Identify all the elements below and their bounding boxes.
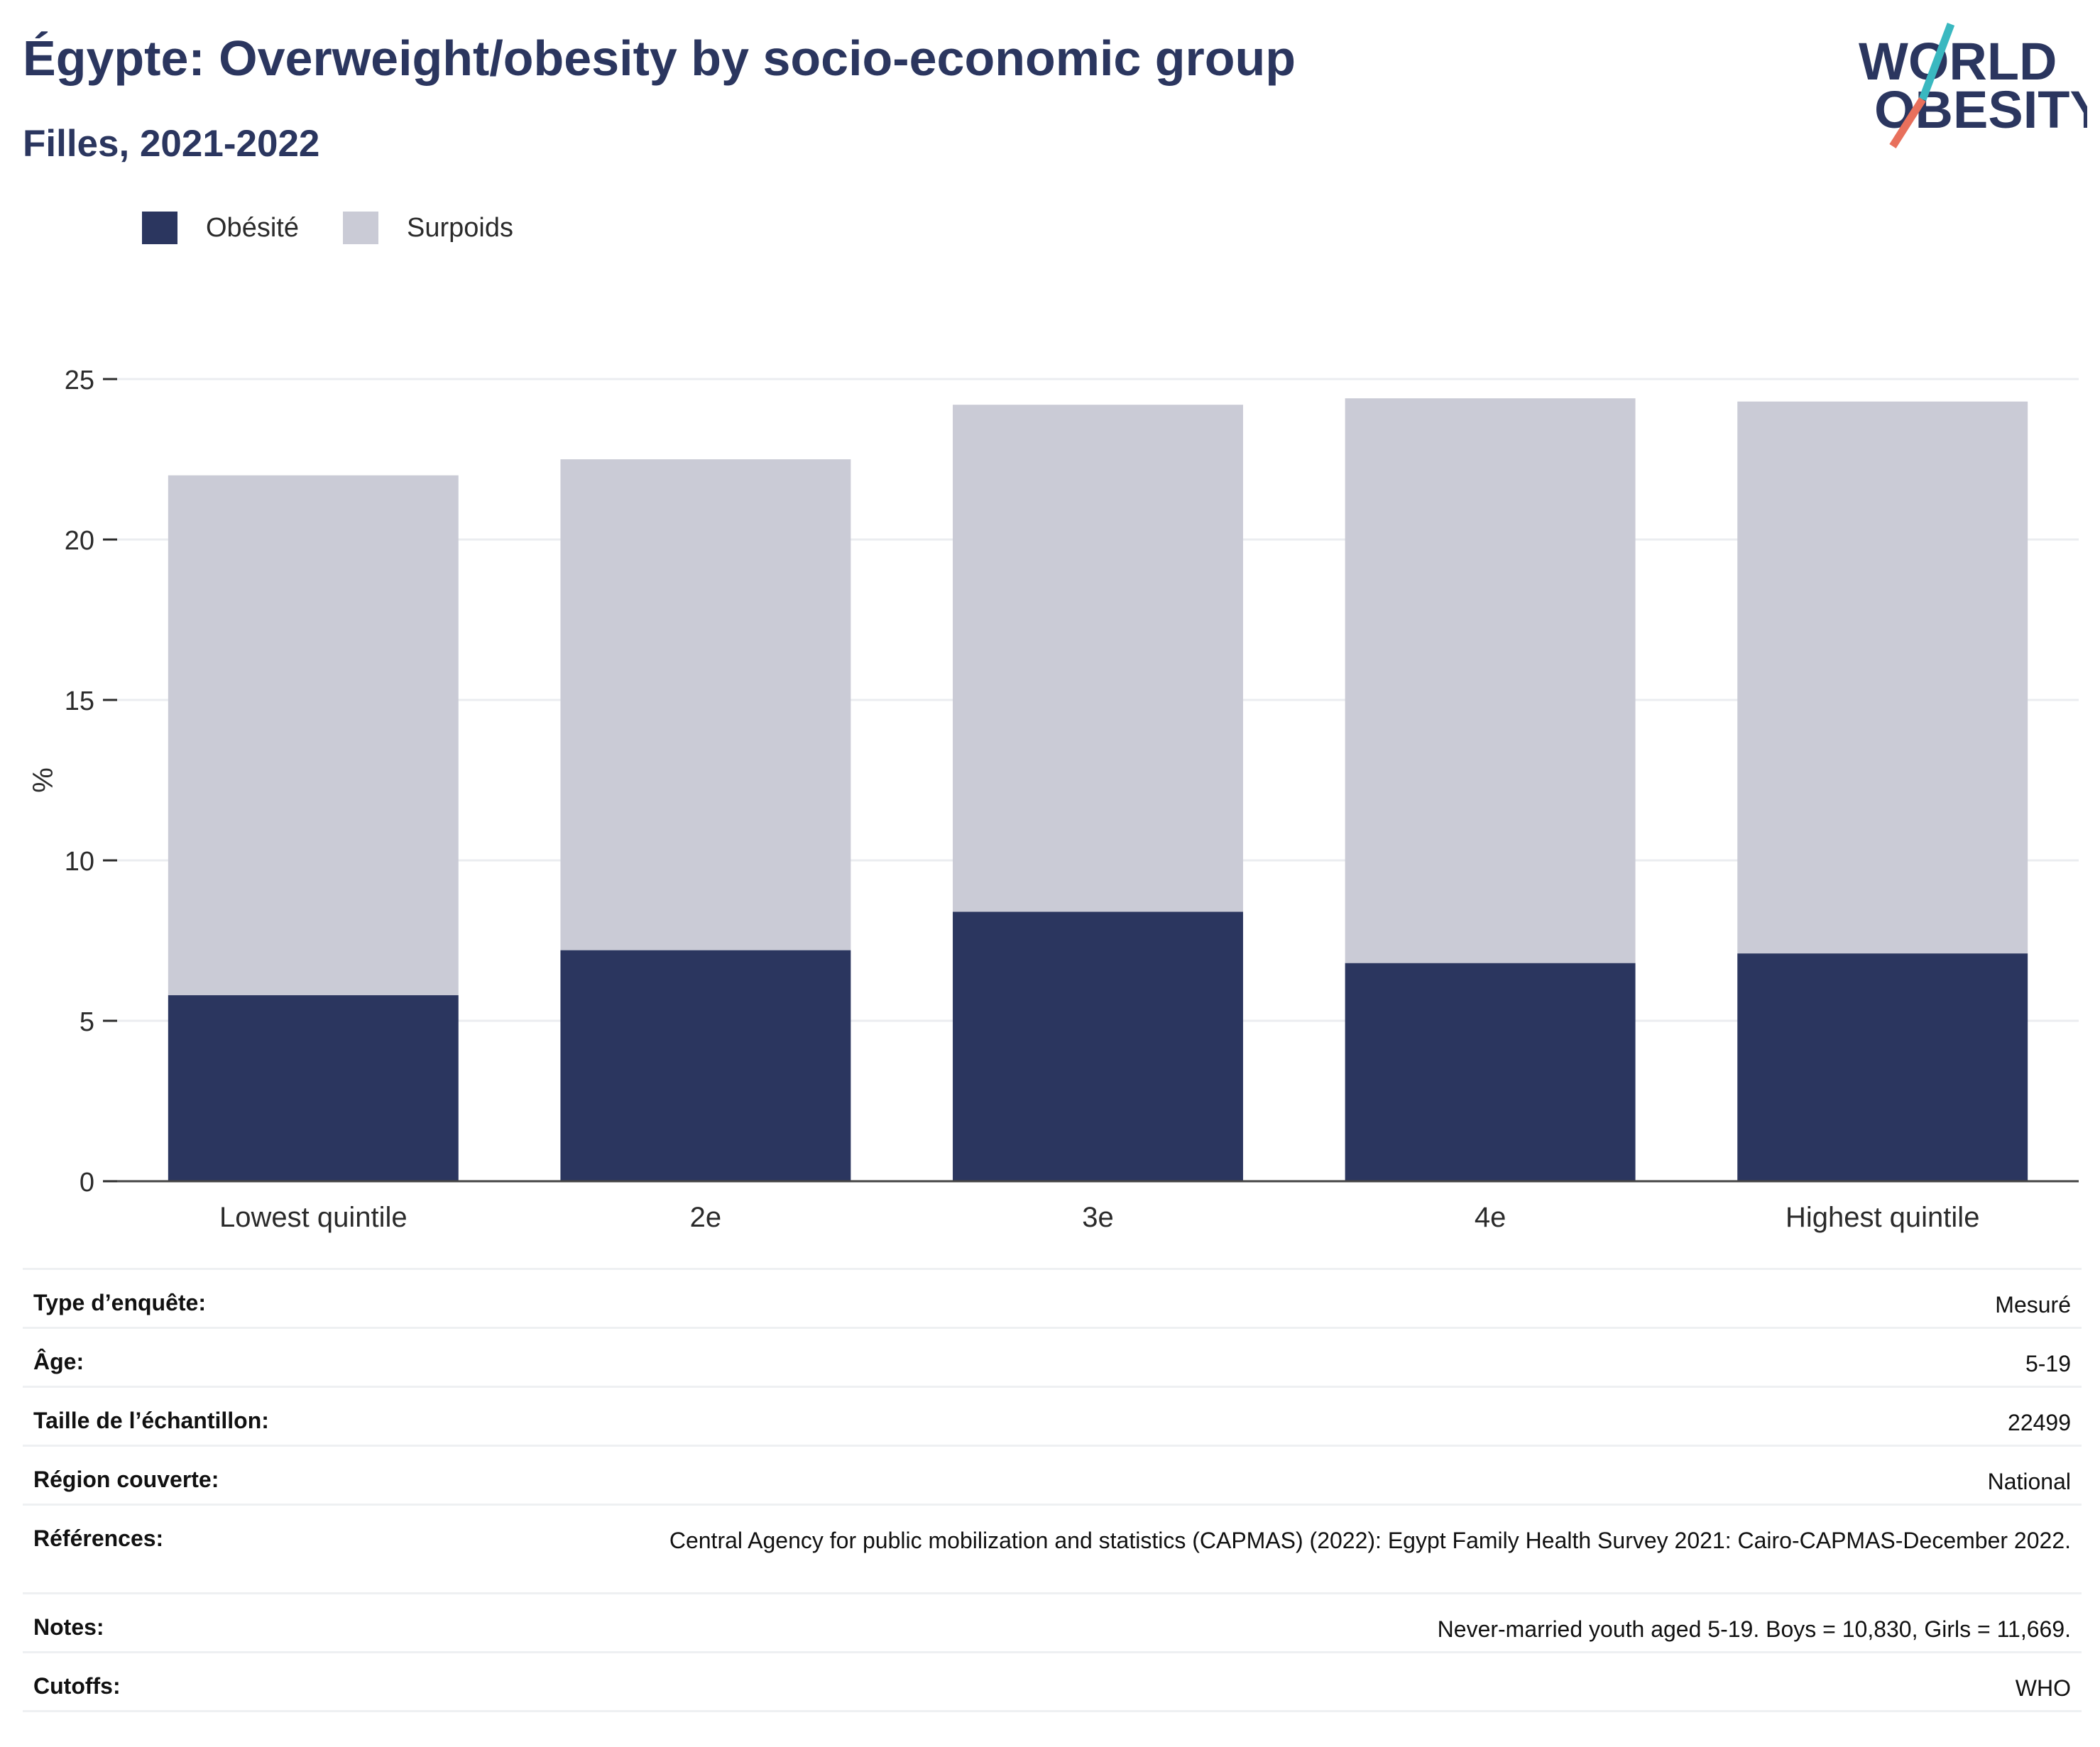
- info-label: Cutoffs:: [33, 1673, 121, 1699]
- info-label: Notes:: [33, 1614, 104, 1640]
- info-label: Région couverte:: [33, 1467, 219, 1492]
- world-obesity-logo: WORLD OBESITY: [1859, 23, 2087, 148]
- x-tick-label: 3e: [1082, 1202, 1114, 1233]
- info-value: 5-19: [2025, 1351, 2071, 1376]
- y-axis-label: %: [28, 767, 59, 793]
- info-label: Âge:: [33, 1349, 84, 1374]
- bar-overweight-1[interactable]: [560, 459, 851, 951]
- x-tick-label: 2e: [690, 1202, 722, 1233]
- chart-subtitle: Filles, 2021-2022: [23, 123, 320, 165]
- info-row: Région couverte: National: [23, 1447, 2082, 1506]
- x-tick-label: Highest quintile: [1785, 1202, 1980, 1233]
- info-row: Type d’enquête: Mesuré: [23, 1270, 2082, 1329]
- logo-line1: WORLD: [1859, 32, 2057, 91]
- legend-swatch-overweight: [342, 212, 378, 244]
- y-tick-label: 20: [65, 526, 94, 556]
- y-tick-label: 0: [80, 1168, 94, 1198]
- info-label: Taille de l’échantillon:: [33, 1408, 269, 1433]
- info-value: Mesuré: [1995, 1292, 2071, 1318]
- logo-slash-bottom: [1889, 97, 1926, 148]
- info-row: Références: Central Agency for public mob…: [23, 1506, 2082, 1594]
- bar-overweight-0[interactable]: [168, 475, 459, 995]
- logo-slash-top: [1918, 23, 1955, 101]
- info-row: Taille de l’échantillon: 22499: [23, 1388, 2082, 1447]
- bar-overweight-4[interactable]: [1737, 401, 2028, 954]
- bar-overweight-3[interactable]: [1345, 398, 1636, 963]
- info-row: Notes: Never-married youth aged 5-19. Boy…: [23, 1594, 2082, 1653]
- chart-legend: Obésité Surpoids: [142, 212, 557, 244]
- bar-obesity-0[interactable]: [168, 995, 459, 1181]
- info-label: Références:: [33, 1526, 164, 1551]
- legend-item-overweight[interactable]: Surpoids: [342, 212, 513, 244]
- y-tick-label: 5: [80, 1007, 94, 1037]
- logo-line2: OBESITY: [1874, 80, 2087, 139]
- y-tick-label: 10: [65, 847, 94, 877]
- chart-title: Égypte: Overweight/obesity by socio-econ…: [23, 31, 1296, 86]
- survey-info-table: Type d’enquête: Mesuré Âge: 5-19 Taille de l…: [23, 1268, 2082, 1712]
- info-row: Cutoffs: WHO: [23, 1653, 2082, 1712]
- legend-item-obesity[interactable]: Obésité: [142, 212, 299, 244]
- bar-overweight-2[interactable]: [953, 405, 1243, 912]
- bar-obesity-3[interactable]: [1345, 963, 1636, 1181]
- info-value: WHO: [2015, 1675, 2071, 1701]
- info-row: Âge: 5-19: [23, 1329, 2082, 1388]
- stacked-bar-chart: 0 5 10 15 20 25% Lowest quintile 2e 3e 4e Highest …: [28, 366, 2079, 1233]
- info-value: 22499: [2008, 1410, 2071, 1435]
- x-tick-label: 4e: [1475, 1202, 1506, 1233]
- y-tick-label: 25: [65, 366, 94, 395]
- info-label: Type d’enquête:: [33, 1290, 206, 1315]
- info-value: National: [1987, 1469, 2071, 1494]
- legend-label-obesity: Obésité: [206, 212, 299, 243]
- bar-obesity-4[interactable]: [1737, 953, 2028, 1181]
- bar-obesity-2[interactable]: [953, 911, 1243, 1181]
- info-value: Never-married youth aged 5-19. Boys = 10…: [1437, 1616, 2071, 1642]
- y-tick-label: 15: [65, 686, 94, 716]
- legend-swatch-obesity: [142, 212, 177, 244]
- x-tick-label: Lowest quintile: [219, 1202, 408, 1233]
- legend-label-overweight: Surpoids: [406, 212, 513, 243]
- bar-obesity-1[interactable]: [560, 950, 851, 1181]
- info-value: Central Agency for public mobilization a…: [669, 1528, 2071, 1553]
